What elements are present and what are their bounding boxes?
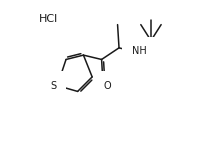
- Text: HCl: HCl: [39, 14, 58, 24]
- Text: NH: NH: [132, 46, 147, 57]
- Text: S: S: [51, 81, 57, 91]
- Text: O: O: [103, 81, 111, 91]
